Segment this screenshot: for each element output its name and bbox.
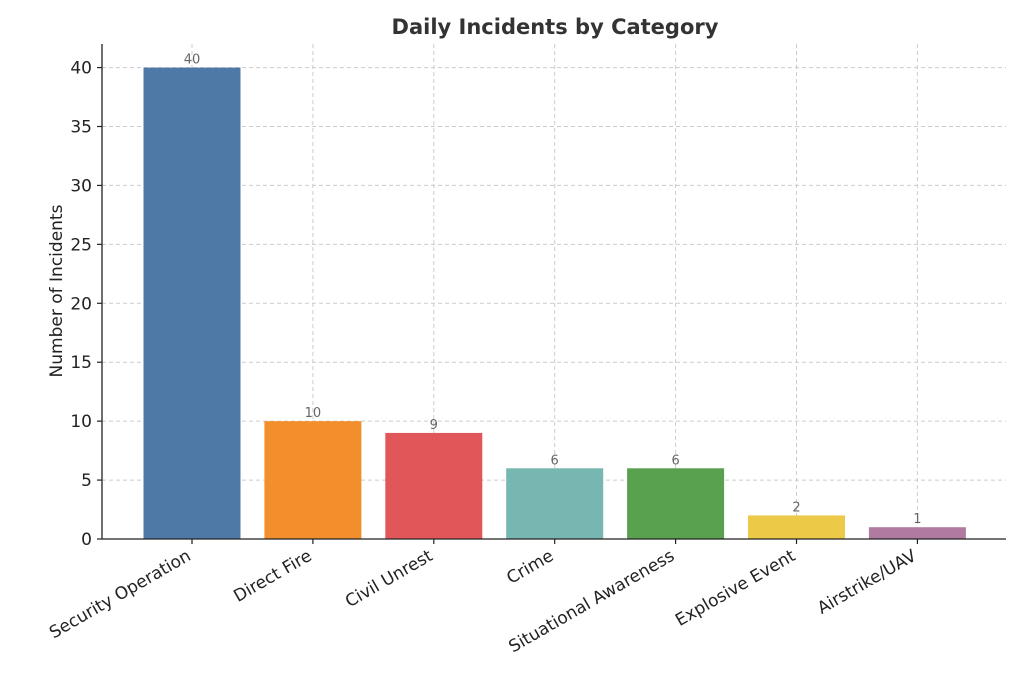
data-label: 6 [671, 453, 679, 468]
data-label: 9 [430, 418, 438, 433]
data-label: 10 [305, 406, 322, 421]
y-tick-label: 40 [70, 59, 92, 79]
y-tick-label: 30 [70, 176, 92, 196]
x-tick-label: Airstrike/UAV [814, 546, 920, 619]
y-tick-label: 35 [70, 118, 92, 138]
y-axis-label: Number of Incidents [47, 204, 67, 377]
data-label: 6 [551, 453, 559, 468]
y-tick-label: 20 [70, 294, 92, 314]
bar [506, 468, 604, 539]
data-label: 40 [184, 53, 201, 68]
x-tick-label: Crime [503, 546, 557, 589]
bars [143, 67, 966, 540]
y-tick-label: 0 [81, 530, 92, 550]
bar [264, 421, 362, 539]
data-label: 2 [792, 500, 800, 515]
bar [627, 468, 725, 539]
y-tick-label: 5 [81, 471, 92, 491]
x-tick-label: Security Operation [46, 546, 194, 643]
chart-title: Daily Incidents by Category [392, 15, 719, 39]
x-tick-label: Civil Unrest [342, 546, 437, 612]
y-tick-label: 25 [70, 235, 92, 255]
bar [143, 67, 241, 540]
data-label: 1 [913, 512, 921, 527]
x-tick-label: Explosive Event [672, 546, 799, 631]
y-tick-label: 15 [70, 353, 92, 373]
x-tick-label: Direct Fire [230, 546, 315, 607]
x-ticks: Security Operation Direct Fire Civil Unres… [46, 539, 920, 657]
data-labels: 40 10 9 6 6 2 1 [184, 53, 922, 528]
y-tick-label: 10 [70, 412, 92, 432]
y-ticks: 0 5 10 15 20 25 30 35 40 [70, 59, 102, 550]
bar [385, 432, 483, 539]
bar [748, 515, 845, 539]
bar [868, 527, 966, 539]
